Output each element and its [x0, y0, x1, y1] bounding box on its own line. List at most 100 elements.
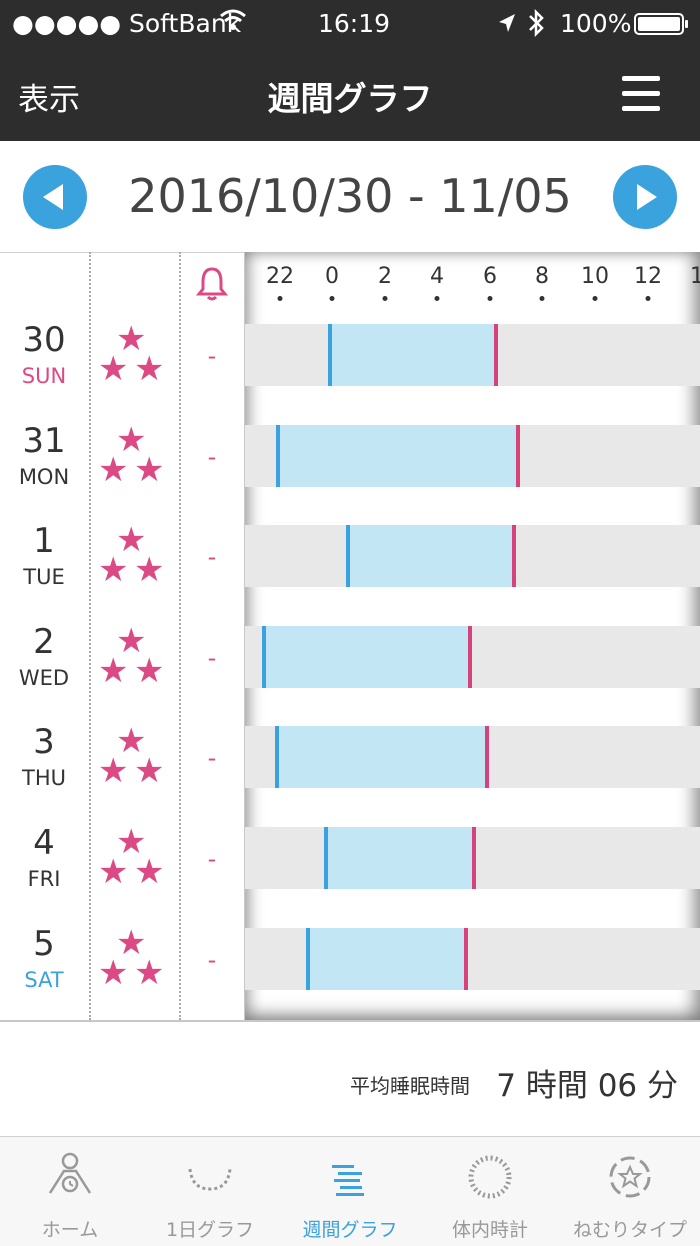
weekday-label: FRI: [27, 867, 61, 891]
tab-bar: ホーム 1日グラフ 週間グラフ 体内時計 ねむりタイプ: [0, 1136, 700, 1246]
sleep-period-bar[interactable]: [277, 726, 486, 788]
column-divider: [179, 252, 181, 1020]
hour-tick-label: 22: [266, 264, 294, 289]
star-icon: ★: [116, 319, 147, 359]
star-icon: ★: [116, 420, 147, 460]
star-icon: ★: [116, 520, 147, 560]
sleep-rating-stars: ★ ★ ★: [98, 724, 170, 788]
star-icon: ★: [98, 852, 129, 892]
star-icon: ★: [134, 852, 165, 892]
tick-dot: [487, 296, 493, 301]
date-range: 2016/10/30 - 11/05: [128, 169, 572, 223]
day-number: 5: [33, 924, 55, 964]
tick-dot: [592, 296, 598, 301]
tab-body-clock[interactable]: 体内時計: [420, 1137, 560, 1246]
week-selector: 2016/10/30 - 11/05: [0, 141, 700, 253]
tab-label: 1日グラフ: [165, 1219, 255, 1241]
star-icon: ★: [98, 953, 129, 993]
sleep-rating-stars: ★ ★ ★: [98, 322, 170, 386]
previous-week-button[interactable]: [23, 165, 87, 229]
weekday-label: SAT: [24, 968, 64, 992]
sleep-period-bar[interactable]: [330, 324, 495, 386]
star-icon: ★: [116, 923, 147, 963]
menu-icon[interactable]: [622, 76, 666, 112]
sleep-rating-stars: ★ ★ ★: [98, 423, 170, 487]
display-button[interactable]: 表示: [18, 82, 80, 118]
sleep-start-marker: [328, 324, 332, 386]
wifi-icon: [219, 8, 247, 39]
alarm-value: -: [207, 845, 217, 873]
sleep-start-marker: [346, 525, 350, 587]
weekday-label: MON: [18, 465, 70, 489]
star-icon: ★: [134, 550, 165, 590]
tab-sleep-type[interactable]: ねむりタイプ: [560, 1137, 700, 1246]
tab-home[interactable]: ホーム: [0, 1137, 140, 1246]
daily-graph-icon: [184, 1151, 236, 1203]
sleep-period-bar[interactable]: [326, 827, 473, 889]
star-icon: ★: [116, 822, 147, 862]
hour-tick-label: 8: [535, 264, 549, 289]
sleep-period-bar[interactable]: [264, 626, 469, 688]
battery-percent: 100%: [560, 9, 632, 38]
tick-dot: [277, 296, 283, 301]
star-icon: ★: [116, 621, 147, 661]
sleep-rating-stars: ★ ★ ★: [98, 624, 170, 688]
column-divider: [89, 252, 91, 1020]
weekday-label: WED: [18, 666, 70, 690]
wake-marker: [494, 324, 498, 386]
sleep-start-marker: [276, 425, 280, 487]
hour-tick-label: 0: [325, 264, 339, 289]
sleep-start-marker: [262, 626, 266, 688]
battery-icon: [634, 12, 690, 43]
star-icon: ★: [98, 751, 129, 791]
day-number: 30: [22, 320, 66, 360]
wake-marker: [468, 626, 472, 688]
star-icon: ★: [134, 953, 165, 993]
sleep-period-bar[interactable]: [278, 425, 517, 487]
sleep-chart: 22 0 2 4 6 8 10 12 1: [245, 252, 700, 1020]
hour-tick-label: 4: [430, 264, 444, 289]
star-icon: ★: [98, 651, 129, 691]
triangle-right-icon: [637, 184, 657, 210]
sleep-start-marker: [275, 726, 279, 788]
weekday-label: THU: [22, 766, 66, 790]
star-icon: ★: [134, 751, 165, 791]
weekday-label: TUE: [23, 565, 65, 589]
alarm-value: -: [207, 946, 217, 974]
alarm-value: -: [207, 744, 217, 772]
wake-marker: [472, 827, 476, 889]
wake-marker: [512, 525, 516, 587]
tick-dot: [434, 296, 440, 301]
alarm-value: -: [207, 644, 217, 672]
star-icon: ★: [134, 450, 165, 490]
tab-daily-graph[interactable]: 1日グラフ: [140, 1137, 280, 1246]
tick-dot: [329, 296, 335, 301]
average-sleep-summary: 平均睡眠時間 7 時間 06 分: [0, 1022, 700, 1136]
nav-bar: 表示 週間グラフ: [0, 48, 700, 141]
sleep-rating-stars: ★ ★ ★: [98, 523, 170, 587]
tick-dot: [382, 296, 388, 301]
day-number: 1: [33, 521, 55, 561]
tab-label: ホーム: [41, 1219, 99, 1241]
average-sleep-label: 平均睡眠時間: [350, 1074, 470, 1098]
sleep-period-bar[interactable]: [348, 525, 513, 587]
location-icon: [497, 11, 517, 41]
alarm-value: -: [207, 342, 217, 370]
sleep-period-bar[interactable]: [308, 928, 465, 990]
weekly-graph-icon: [324, 1151, 376, 1203]
star-icon: ★: [98, 450, 129, 490]
hour-tick-label: 2: [378, 264, 392, 289]
sleep-start-marker: [324, 827, 328, 889]
next-week-button[interactable]: [613, 165, 677, 229]
day-number: 31: [22, 421, 66, 461]
day-number: 2: [33, 622, 55, 662]
tab-label: 体内時計: [451, 1219, 528, 1241]
tab-weekly-graph[interactable]: 週間グラフ: [280, 1137, 420, 1246]
triangle-left-icon: [43, 184, 63, 210]
hour-tick-label: 12: [634, 264, 662, 289]
hour-tick-label: 6: [483, 264, 497, 289]
sleep-start-marker: [306, 928, 310, 990]
star-icon: ★: [116, 721, 147, 761]
weekly-sleep-grid: 22 0 2 4 6 8 10 12 1: [0, 252, 700, 1022]
bluetooth-icon: [528, 8, 544, 44]
